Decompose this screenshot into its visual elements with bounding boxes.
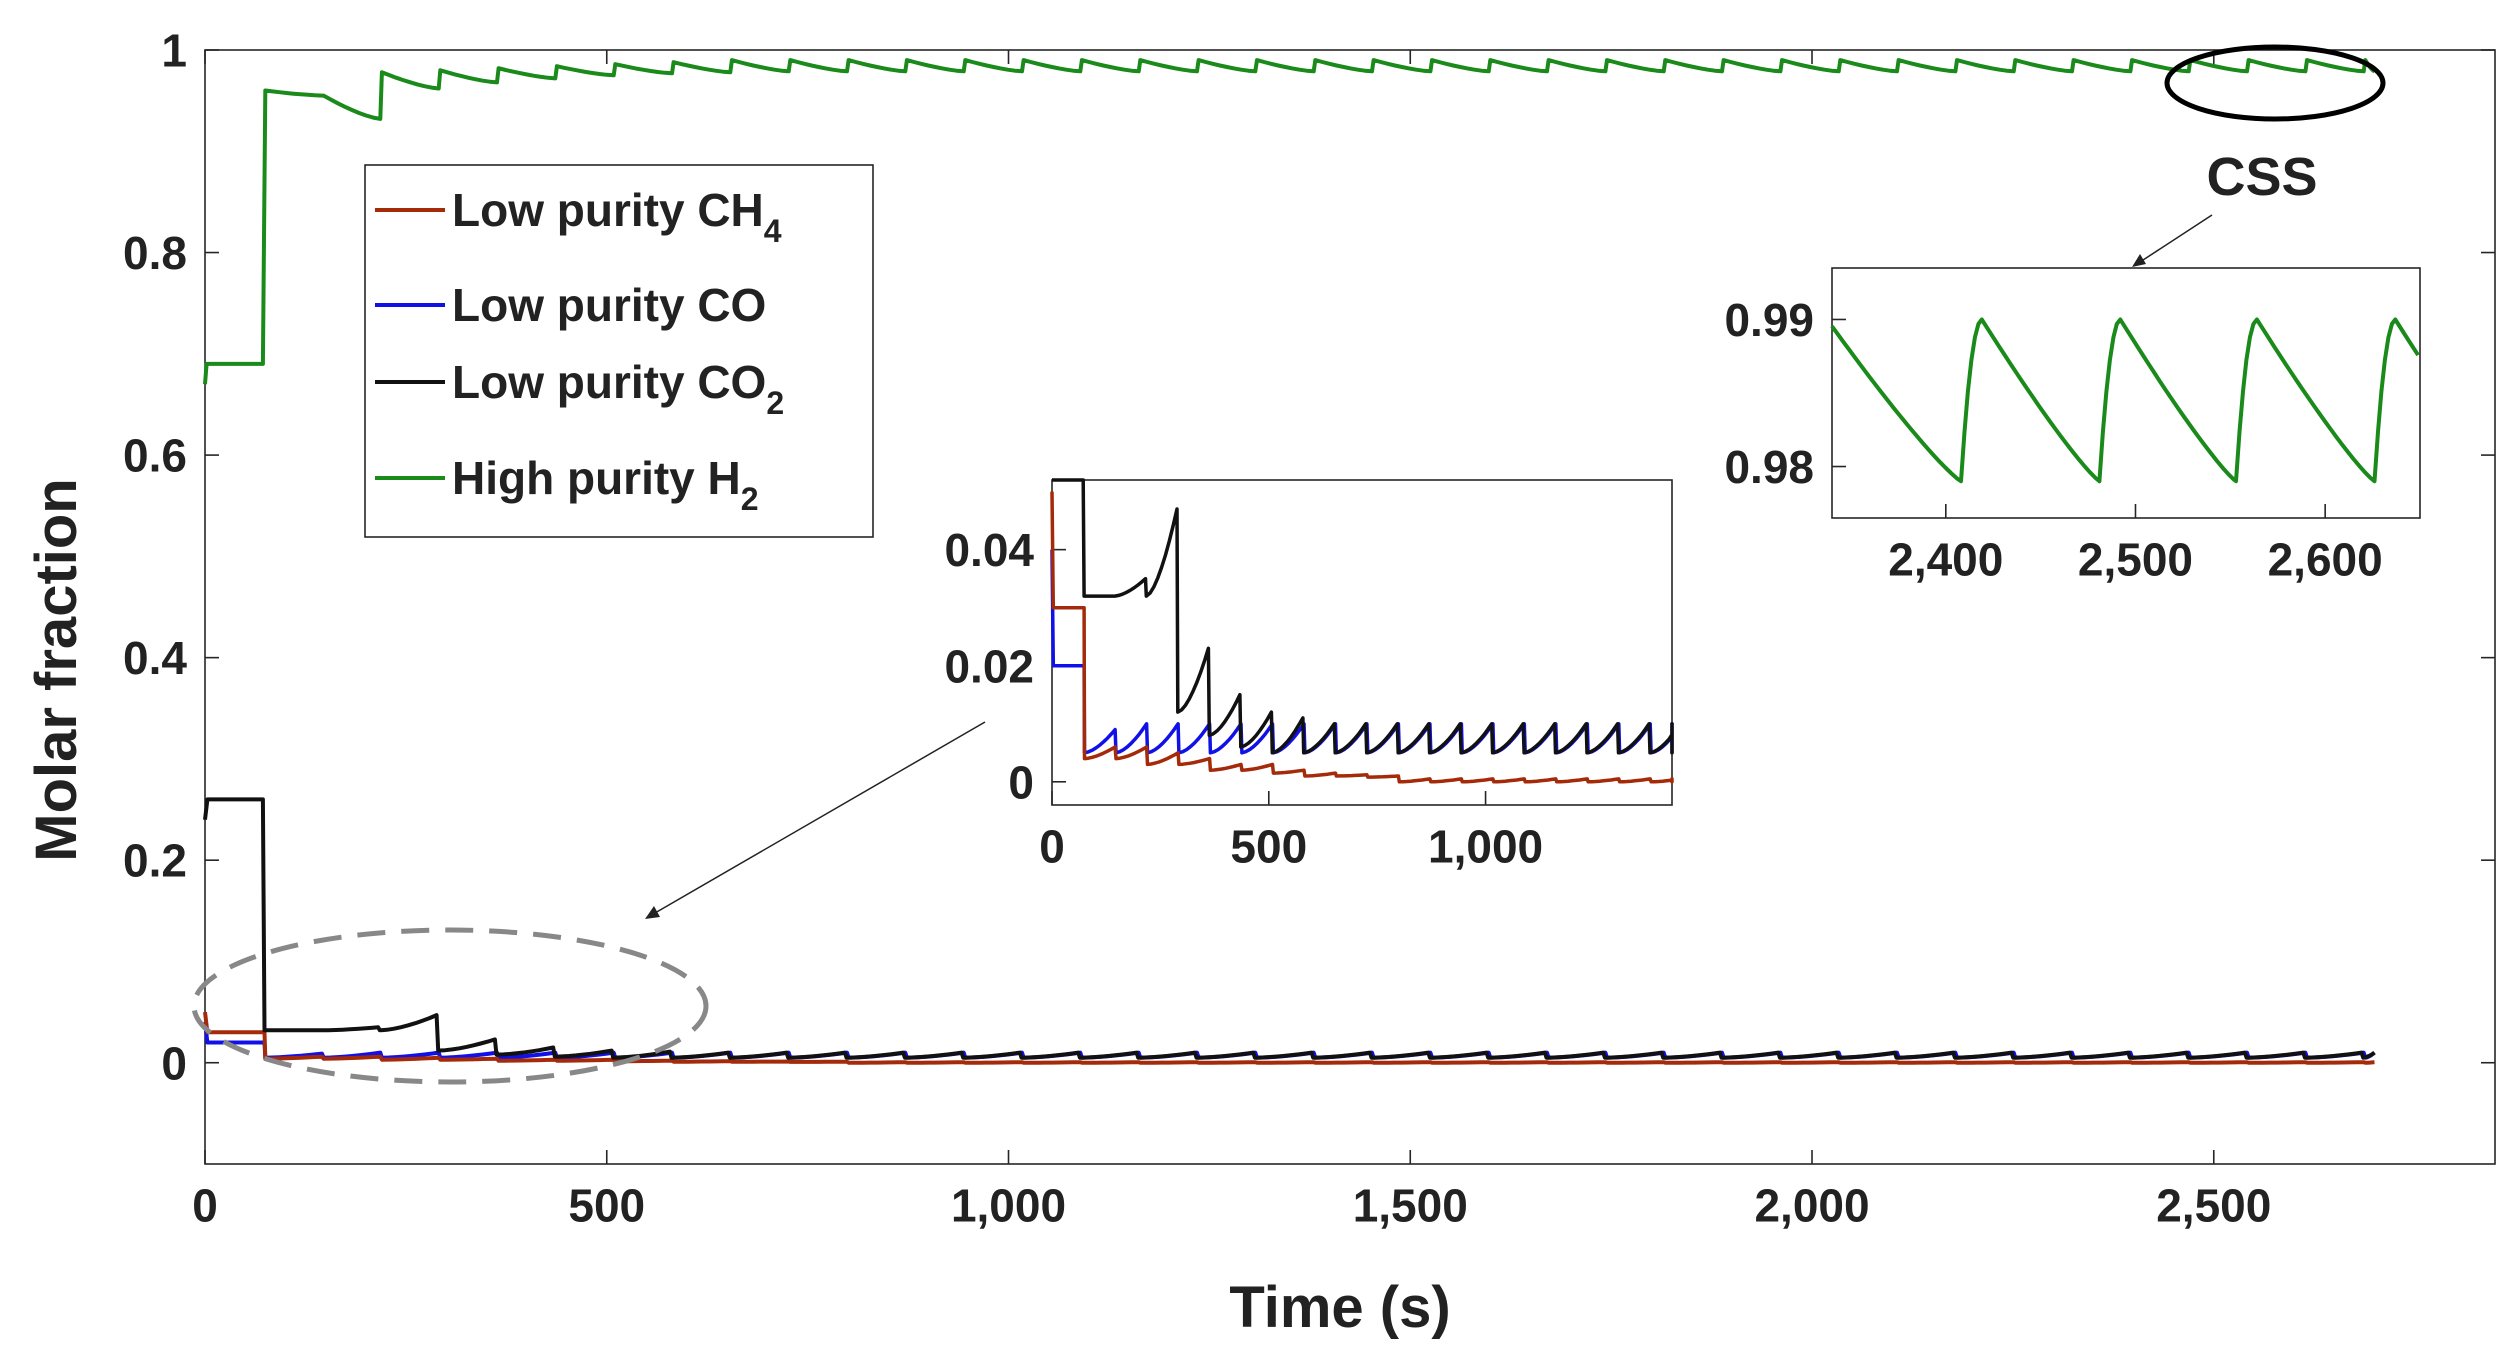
main-series-low-purity-ch4 (203, 1011, 2376, 1065)
inset2-series-high-purity-h2 (1830, 317, 2420, 484)
inset2-y-tick-label: 0.98 (1724, 441, 1814, 493)
legend-box (364, 164, 874, 538)
main-x-tick-label: 1,000 (951, 1180, 1066, 1232)
early-ellipse (191, 927, 709, 1085)
inset1-y-tick-label: 0 (1008, 756, 1034, 808)
inset2-x-tick-label: 2,500 (2078, 534, 2193, 586)
early-arrow-head (645, 906, 660, 919)
inset1-x-tick-label: 1,000 (1428, 821, 1543, 873)
inset1-y-tick-label: 0.04 (944, 524, 1034, 576)
main-x-tick-label: 1,500 (1353, 1180, 1468, 1232)
legend-label: Low purity CO2 (452, 356, 784, 421)
css-inset: 2,400 2,500 2,600 0.98 0.99 (1724, 267, 2421, 586)
inset1-series-low-purity-ch4 (1050, 491, 1674, 784)
main-series-low-purity-co2 (203, 797, 2376, 1060)
inset2-y-tick-label: 0.99 (1724, 294, 1814, 346)
y-axis-label: Molar fraction (24, 478, 89, 862)
inset2-axes-frame (1831, 267, 2421, 519)
inset1-y-tick-label: 0.02 (944, 640, 1034, 692)
main-series-high-purity-h2 (203, 58, 2376, 385)
main-y-tick-label: 0.2 (123, 835, 187, 887)
main-x-tick-label: 2,500 (2156, 1180, 2271, 1232)
annotations (191, 44, 2386, 1085)
inset2-x-tick-label: 2,400 (1888, 534, 2003, 586)
inset1-axes-frame (1051, 479, 1673, 806)
early-arrow-line (654, 721, 986, 914)
css-arrow-head (2132, 254, 2146, 267)
main-x-tick-label: 2,000 (1754, 1180, 1869, 1232)
css-annotation-label: CSS (2206, 147, 2317, 207)
main-y-tick-label: 0.4 (123, 632, 187, 684)
main-y-tick-label: 0.6 (123, 430, 187, 482)
inset1-x-tick-label: 0 (1039, 821, 1065, 873)
inset1-series-low-purity-co2 (1051, 478, 1674, 755)
inset2-x-tick-label: 2,600 (2268, 534, 2383, 586)
main-y-tick-label: 0.8 (123, 227, 187, 279)
main-y-tick-label: 1 (161, 25, 187, 77)
legend-label: Low purity CO (452, 279, 766, 331)
main-x-tick-label: 0 (192, 1180, 218, 1232)
css-ellipse (2164, 44, 2386, 122)
early-inset: 0 500 1,000 0 0.02 0.04 (944, 478, 1674, 873)
legend: Low purity CH4 Low purity CO Low purity CO… (364, 164, 874, 538)
legend-label: High purity H2 (452, 452, 759, 517)
main-y-tick-label: 0 (161, 1037, 187, 1089)
css-arrow-line (2139, 214, 2213, 263)
main-x-tick-label: 500 (568, 1180, 645, 1232)
x-axis-label: Time (s) (1229, 1275, 1450, 1340)
legend-label: Low purity CH4 (452, 184, 782, 249)
inset1-x-tick-label: 500 (1230, 821, 1307, 873)
